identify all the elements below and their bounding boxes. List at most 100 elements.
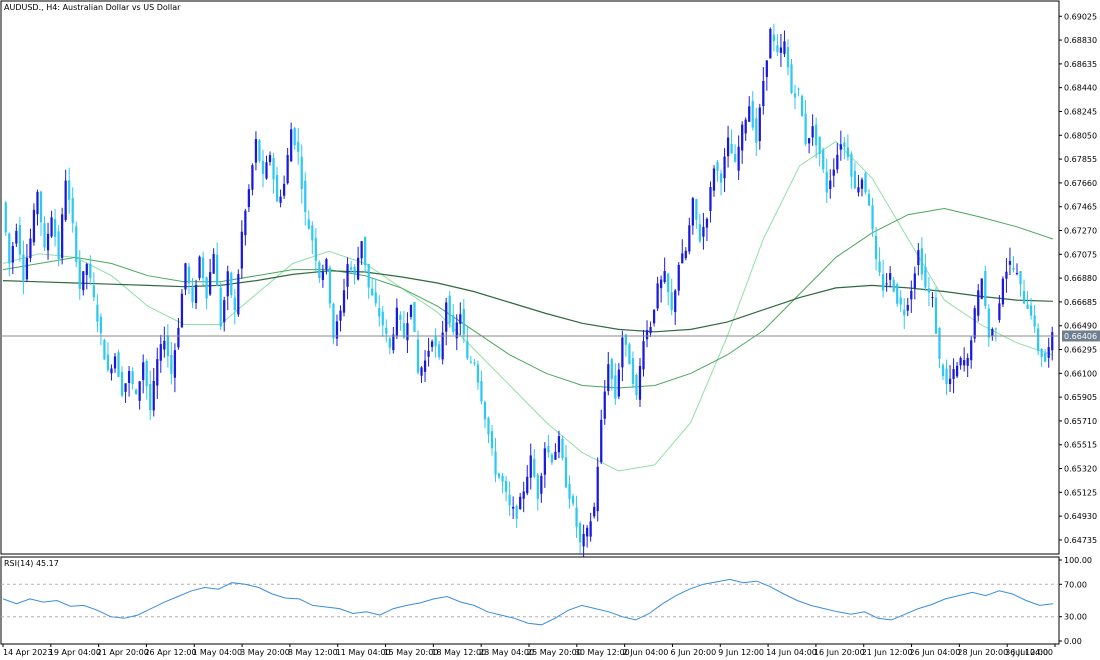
rsi-panel[interactable] bbox=[0, 556, 1060, 645]
candle-body bbox=[268, 155, 272, 163]
candle-body bbox=[187, 266, 191, 284]
candle-body bbox=[50, 217, 53, 237]
candle-body bbox=[526, 476, 529, 494]
candle-body bbox=[557, 436, 561, 453]
candle-body bbox=[663, 270, 666, 282]
candle-body bbox=[68, 180, 71, 200]
time-tick-label: 26 Jun 04:00 bbox=[910, 648, 961, 657]
candle-body bbox=[786, 47, 790, 68]
price-tick-label: 0.68635 bbox=[1064, 60, 1097, 69]
candle-body bbox=[504, 481, 508, 492]
time-tick-label: 14 Apr 2023 bbox=[3, 648, 52, 657]
candle-body bbox=[822, 149, 825, 170]
candle-body bbox=[709, 187, 712, 211]
price-tick-label: 0.64930 bbox=[1064, 512, 1097, 521]
candle-body bbox=[374, 292, 377, 304]
candle-body bbox=[392, 334, 395, 351]
candle-body bbox=[110, 368, 113, 374]
candle-body bbox=[230, 272, 233, 295]
candle-body bbox=[783, 41, 786, 54]
candle-body bbox=[987, 308, 990, 338]
candle-body bbox=[286, 155, 289, 184]
candle-body bbox=[223, 300, 226, 323]
candle-body bbox=[645, 330, 649, 340]
candle-body bbox=[332, 303, 335, 339]
candle-body bbox=[536, 474, 539, 499]
candle-body bbox=[409, 304, 413, 317]
candle-body bbox=[681, 253, 684, 264]
rsi-label: RSI(14) 45.17 bbox=[4, 559, 59, 568]
time-tick-label: 9 Jun 12:00 bbox=[718, 648, 764, 657]
candle-body bbox=[811, 126, 814, 138]
candle-body bbox=[152, 380, 155, 411]
candle-body bbox=[413, 302, 416, 332]
rsi-tick-label: 70.00 bbox=[1064, 580, 1087, 589]
candle-body bbox=[649, 326, 652, 334]
candle-body bbox=[163, 340, 166, 350]
candle-body bbox=[723, 156, 726, 179]
candle-body bbox=[127, 370, 131, 383]
candle-body bbox=[800, 95, 804, 117]
price-tick-label: 0.64735 bbox=[1064, 536, 1097, 545]
candle-body bbox=[138, 381, 141, 401]
candle-body bbox=[275, 174, 279, 202]
chart-symbol: AUDUSD., H4: Australian Dollar vs US Dol… bbox=[4, 3, 181, 12]
candle-body bbox=[913, 273, 916, 289]
candle-body bbox=[617, 369, 620, 397]
candle-body bbox=[99, 316, 103, 334]
candle-body bbox=[64, 180, 67, 220]
candle-body bbox=[642, 341, 645, 370]
candle-body bbox=[349, 267, 353, 270]
time-tick-label: 21 Apr 20:00 bbox=[97, 648, 149, 657]
candle-body bbox=[571, 496, 575, 504]
candle-body bbox=[924, 266, 927, 288]
candle-body bbox=[8, 233, 11, 264]
candle-body bbox=[857, 187, 860, 193]
time-tick-label: 16 Jun 20:00 bbox=[814, 648, 865, 657]
time-tick-label: 1 May 04:00 bbox=[192, 648, 242, 657]
candle-body bbox=[804, 113, 807, 144]
candle-body bbox=[339, 310, 342, 321]
candle-body bbox=[297, 142, 300, 152]
candle-body bbox=[483, 401, 487, 420]
candle-body bbox=[839, 144, 842, 150]
candle-body bbox=[543, 448, 546, 475]
candle-body bbox=[212, 253, 215, 274]
candle-body bbox=[776, 45, 779, 53]
candle-body bbox=[364, 236, 367, 266]
candle-body bbox=[733, 153, 737, 162]
price-tick-label: 0.66295 bbox=[1064, 346, 1097, 355]
candle-body bbox=[497, 473, 501, 478]
candle-body bbox=[755, 118, 758, 143]
candle-body bbox=[582, 533, 585, 547]
candle-body bbox=[420, 367, 423, 376]
candle-body bbox=[797, 88, 800, 90]
candle-body bbox=[335, 321, 339, 339]
time-tick-label: 30 May 12:00 bbox=[575, 648, 630, 657]
candle-body bbox=[1033, 315, 1036, 327]
candle-body bbox=[258, 140, 261, 161]
candle-body bbox=[765, 60, 768, 77]
candle-body bbox=[850, 153, 853, 177]
candle-body bbox=[304, 180, 307, 213]
candle-body bbox=[92, 285, 95, 298]
candle-body bbox=[860, 179, 864, 189]
candle-body bbox=[487, 417, 490, 435]
candle-body bbox=[1015, 273, 1019, 275]
price-tick-label: 0.66490 bbox=[1064, 322, 1097, 331]
candle-body bbox=[920, 248, 923, 275]
current-price-badge: 0.66406 bbox=[1062, 330, 1100, 342]
candle-body bbox=[265, 162, 268, 179]
candle-body bbox=[607, 364, 610, 391]
candle-body bbox=[423, 360, 427, 372]
time-tick-label: 14 Jun 04:00 bbox=[766, 648, 817, 657]
candle-body bbox=[751, 100, 754, 128]
time-tick-label: 3 Jul 12:00 bbox=[1005, 648, 1048, 657]
candle-body bbox=[1012, 268, 1015, 270]
price-tick-label: 0.66100 bbox=[1064, 369, 1097, 378]
candle-body bbox=[575, 507, 578, 527]
candle-body bbox=[881, 274, 885, 291]
price-tick-label: 0.68440 bbox=[1064, 84, 1097, 93]
candle-body bbox=[867, 193, 871, 206]
